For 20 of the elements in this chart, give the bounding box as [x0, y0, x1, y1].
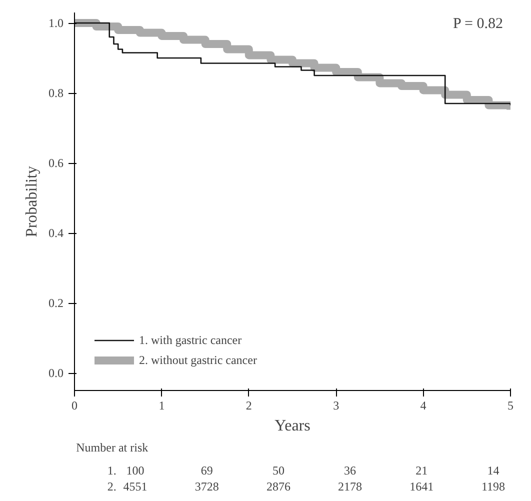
x-tick-label: 3: [333, 398, 340, 412]
y-tick-label: 0.8: [48, 86, 64, 100]
y-tick-label: 0.6: [48, 156, 64, 170]
x-tick-label: 2: [246, 398, 252, 412]
y-tick-label: 0.2: [48, 296, 64, 310]
text: 2. 4551 3728 2876 2178 1641 1198: [107, 480, 506, 494]
y-tick-label: 0.4: [48, 226, 64, 240]
text: 1. 100 69 50 36 21 14: [107, 464, 500, 478]
annotation: P = 0.82: [452, 16, 503, 32]
y-tick-label: 1.0: [48, 16, 64, 30]
x-tick-label: 1: [158, 398, 165, 412]
y-axis-title: Probability: [24, 166, 40, 238]
x-tick-label: 5: [508, 398, 514, 412]
legend-label: 1. with gastric cancer: [139, 332, 242, 348]
text: Number at risk: [76, 440, 148, 454]
x-axis-title: Years: [274, 418, 310, 434]
x-tick-label: 4: [420, 398, 426, 412]
legend-label: 2. without gastric cancer: [139, 352, 257, 368]
y-tick-label: 0.0: [48, 366, 64, 380]
x-tick-label: 0: [72, 398, 78, 412]
